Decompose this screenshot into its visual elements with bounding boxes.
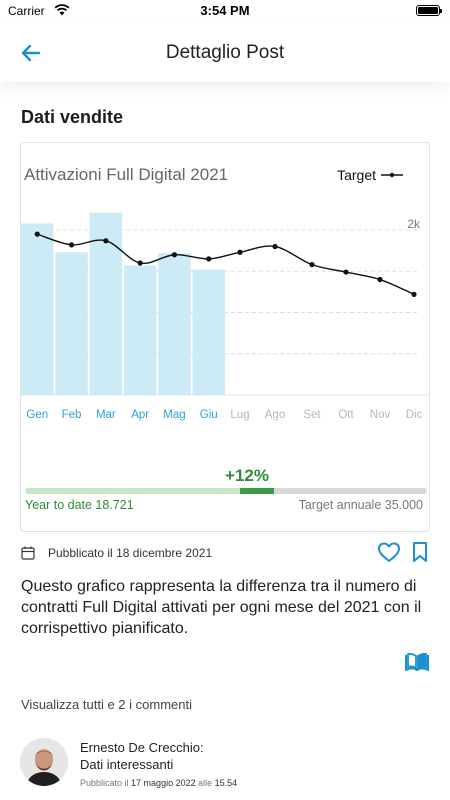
x-tick-label: Nov bbox=[370, 409, 391, 421]
comment-date-prefix: Pubblicato il bbox=[80, 778, 129, 788]
x-tick-label: Feb bbox=[62, 409, 82, 421]
comment-time-prefix: alle bbox=[198, 778, 213, 788]
change-percent: +12% bbox=[225, 466, 269, 485]
heart-icon[interactable] bbox=[377, 541, 401, 563]
x-tick-label: Mar bbox=[96, 409, 116, 421]
target-point bbox=[272, 243, 278, 250]
x-tick-label: Lug bbox=[230, 409, 249, 421]
chart-bar bbox=[123, 265, 157, 395]
target-point bbox=[137, 260, 143, 266]
x-tick-label: Ago bbox=[265, 409, 285, 421]
status-bar: Carrier 3:54 PM bbox=[0, 0, 450, 24]
chart-bar bbox=[21, 223, 54, 395]
target-point bbox=[309, 262, 315, 268]
x-tick-label: Dic bbox=[406, 409, 423, 421]
published-prefix: Pubblicato il bbox=[48, 546, 113, 560]
chart-bars bbox=[21, 212, 225, 395]
section-title: Dati vendite bbox=[21, 107, 124, 127]
progress-fill bbox=[25, 488, 241, 494]
sales-chart: Attivazioni Full Digital 2021 Target Gen… bbox=[21, 165, 429, 512]
y-tick-label: 2k bbox=[407, 217, 421, 231]
target-point bbox=[171, 252, 178, 258]
chart-y-ticks: 2k bbox=[407, 217, 421, 231]
target-point bbox=[411, 291, 417, 297]
comment-date-value: 17 maggio 2022 bbox=[131, 778, 196, 788]
view-all-comments-link[interactable]: Visualizza tutti e 2 i commenti bbox=[21, 697, 192, 712]
wifi-icon bbox=[54, 4, 70, 16]
target-point bbox=[237, 249, 243, 255]
progress-section: +12% Year to date 18.721 Target annuale 35… bbox=[25, 466, 427, 512]
bookmark-icon[interactable] bbox=[411, 541, 429, 563]
comment-date: Pubblicato il 17 maggio 2022 alle 15.54 bbox=[80, 778, 237, 788]
ytd-label: Year to date 18.721 bbox=[25, 498, 134, 512]
x-tick-label: Apr bbox=[131, 409, 149, 421]
target-point bbox=[68, 242, 75, 248]
comment-author: Ernesto De Crecchio: bbox=[80, 740, 204, 755]
published-date-value: 18 dicembre 2021 bbox=[116, 546, 213, 560]
chart-bar bbox=[158, 253, 191, 395]
comment-time-value: 15.54 bbox=[214, 778, 238, 788]
carrier-label: Carrier bbox=[8, 4, 45, 18]
clock: 3:54 PM bbox=[200, 3, 250, 18]
comment-text: Dati interessanti bbox=[80, 757, 174, 772]
post-description: Questo grafico rappresenta la differenza… bbox=[21, 578, 422, 637]
x-tick-label: Mag bbox=[163, 409, 185, 421]
back-arrow-icon[interactable] bbox=[18, 40, 44, 66]
x-tick-label: Set bbox=[303, 409, 321, 421]
chart-bar bbox=[55, 252, 88, 395]
x-tick-label: Gen bbox=[26, 409, 48, 421]
target-point bbox=[377, 276, 383, 283]
target-label: Target annuale 35.000 bbox=[299, 498, 423, 512]
chart-card: Attivazioni Full Digital 2021 Target Gen… bbox=[20, 142, 430, 532]
progress-delta bbox=[240, 488, 275, 494]
post-meta-row: Pubblicato il 18 dicembre 2021 bbox=[21, 541, 431, 566]
calendar-icon bbox=[21, 546, 35, 560]
chart-x-ticks: Gen Feb Mar Apr Mag Giu Lug Ago Set Ott Nov Dic bbox=[26, 409, 422, 421]
x-tick-label: Ott bbox=[338, 409, 354, 421]
target-point bbox=[206, 256, 212, 262]
x-tick-label: Giu bbox=[200, 409, 218, 421]
battery-icon bbox=[416, 5, 442, 16]
legend-line-icon bbox=[381, 172, 403, 178]
chart-title: Attivazioni Full Digital 2021 bbox=[24, 165, 228, 184]
page-title: Dettaglio Post bbox=[165, 42, 285, 63]
target-point bbox=[103, 238, 109, 244]
target-point bbox=[343, 269, 349, 275]
target-line-path bbox=[37, 233, 415, 295]
legend-label: Target bbox=[337, 167, 376, 183]
comment-item: Ernesto De Crecchio: Dati interessanti P… bbox=[20, 738, 430, 794]
target-point bbox=[34, 231, 40, 237]
book-open-icon[interactable] bbox=[404, 652, 430, 672]
chart-bar bbox=[192, 269, 225, 395]
navigation-bar: Dettaglio Post bbox=[0, 24, 450, 82]
avatar[interactable] bbox=[20, 738, 68, 786]
published-date: Pubblicato il 18 dicembre 2021 bbox=[48, 546, 212, 560]
chart-target-line bbox=[34, 231, 417, 297]
